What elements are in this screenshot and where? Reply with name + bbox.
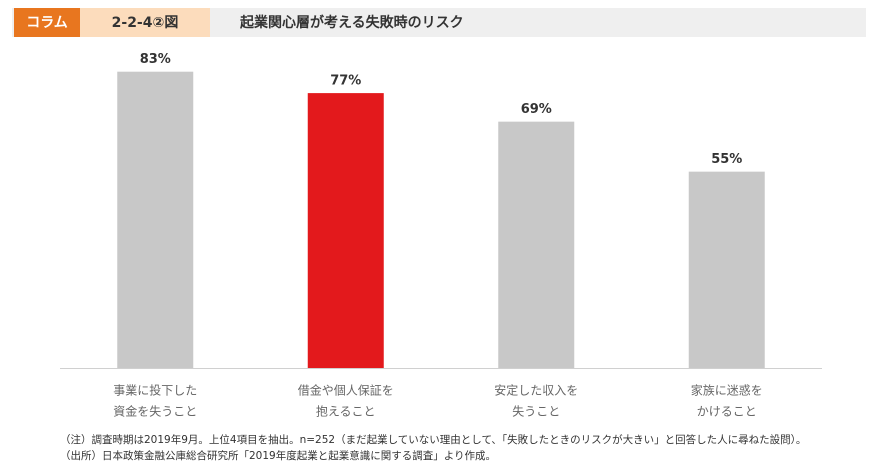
x-tick-label: 失うこと: [512, 404, 560, 419]
x-tick-label: 借金や個人保証を: [298, 383, 394, 398]
figure-number: 2-2-4②図: [112, 15, 179, 31]
note: （出所）日本政策金融公庫総合研究所「2019年度起業と起業意識に関する調査」より…: [60, 449, 496, 462]
tag: コラム: [26, 15, 68, 31]
bar: [498, 121, 575, 368]
value-label: 83%: [140, 52, 171, 67]
x-tick-label: 事業に投下した: [113, 383, 197, 398]
x-tick-label: かけること: [697, 405, 757, 419]
x-tick-label: 家族に迷惑を: [691, 383, 763, 398]
note: （注）調査時期は2019年9月。上位4項目を抽出。n=252（まだ起業していない…: [60, 433, 806, 446]
x-tick-label: 抱えること: [316, 404, 376, 419]
chart-title: 起業関心層が考える失敗時のリスク: [239, 14, 464, 31]
figure-number-box: [80, 8, 210, 37]
value-label: 77%: [330, 74, 361, 89]
value-label: 55%: [711, 152, 742, 167]
value-label: 69%: [521, 102, 552, 117]
x-tick-label: 資金を失うこと: [113, 404, 197, 419]
x-tick-label: 安定した収入を: [494, 383, 578, 398]
bar: [688, 171, 765, 368]
bar: [117, 71, 194, 368]
bar: [307, 93, 384, 369]
tag-box: [14, 8, 80, 37]
